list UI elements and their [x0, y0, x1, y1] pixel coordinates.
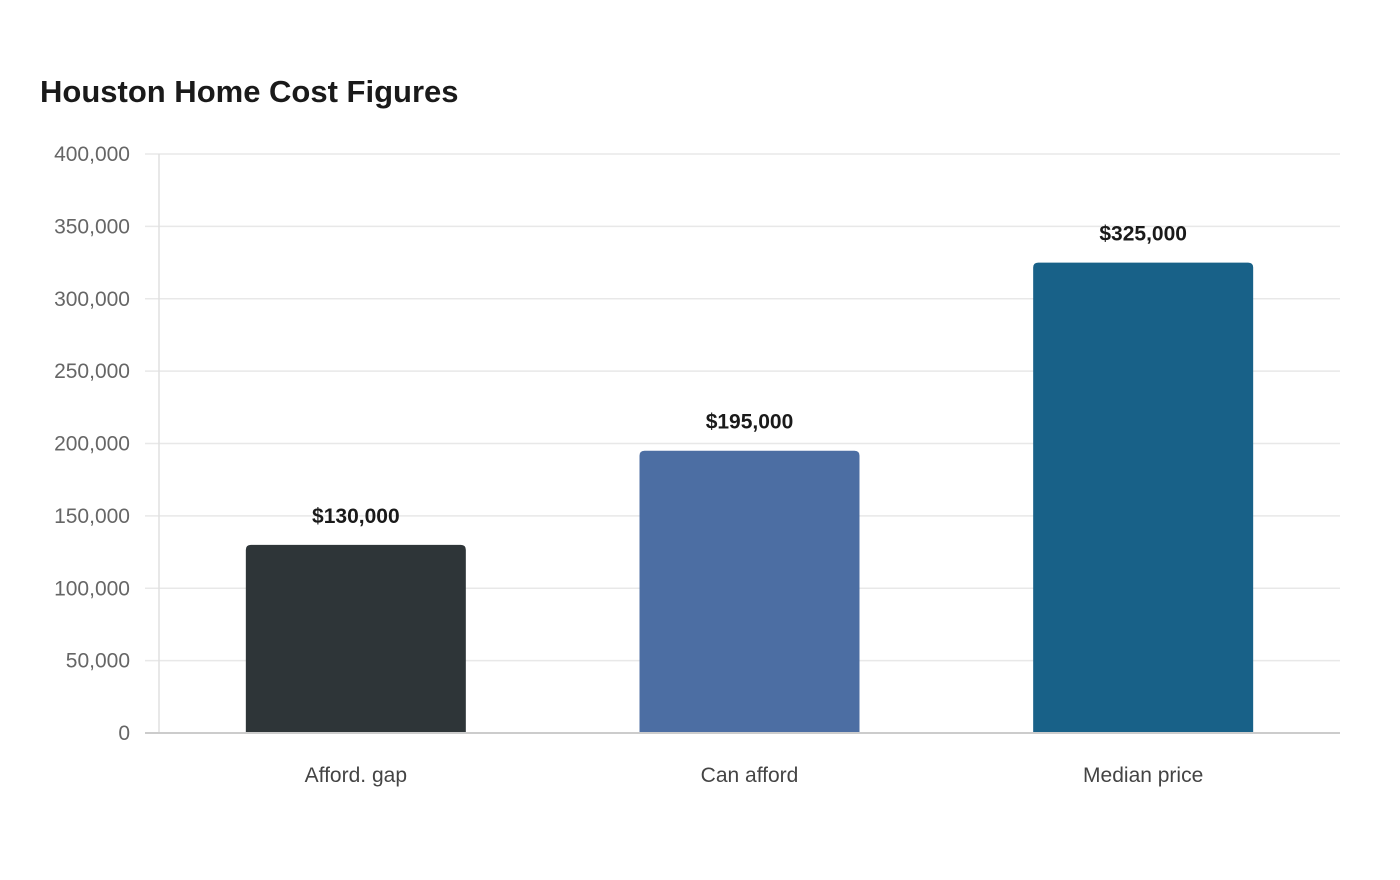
y-tick-label: 300,000	[54, 288, 130, 311]
y-tick-label: 150,000	[54, 505, 130, 528]
data-label: $195,000	[706, 411, 794, 434]
y-tick-label: 50,000	[66, 650, 130, 673]
y-tick-label: 250,000	[54, 360, 130, 383]
y-tick-label: 200,000	[54, 433, 130, 456]
x-tick-label: Afford. gap	[305, 764, 407, 787]
bar	[639, 450, 860, 733]
bar	[1033, 262, 1254, 733]
y-tick-label: 100,000	[54, 577, 130, 600]
x-tick-label: Median price	[1083, 764, 1203, 787]
chart-title: Houston Home Cost Figures	[40, 74, 459, 109]
y-tick-label: 350,000	[54, 215, 130, 238]
data-label: $325,000	[1099, 223, 1187, 246]
bar	[245, 544, 466, 733]
data-label: $130,000	[312, 505, 400, 528]
x-tick-label: Can afford	[701, 764, 799, 787]
y-tick-label: 0	[118, 722, 130, 745]
y-tick-label: 400,000	[54, 143, 130, 166]
